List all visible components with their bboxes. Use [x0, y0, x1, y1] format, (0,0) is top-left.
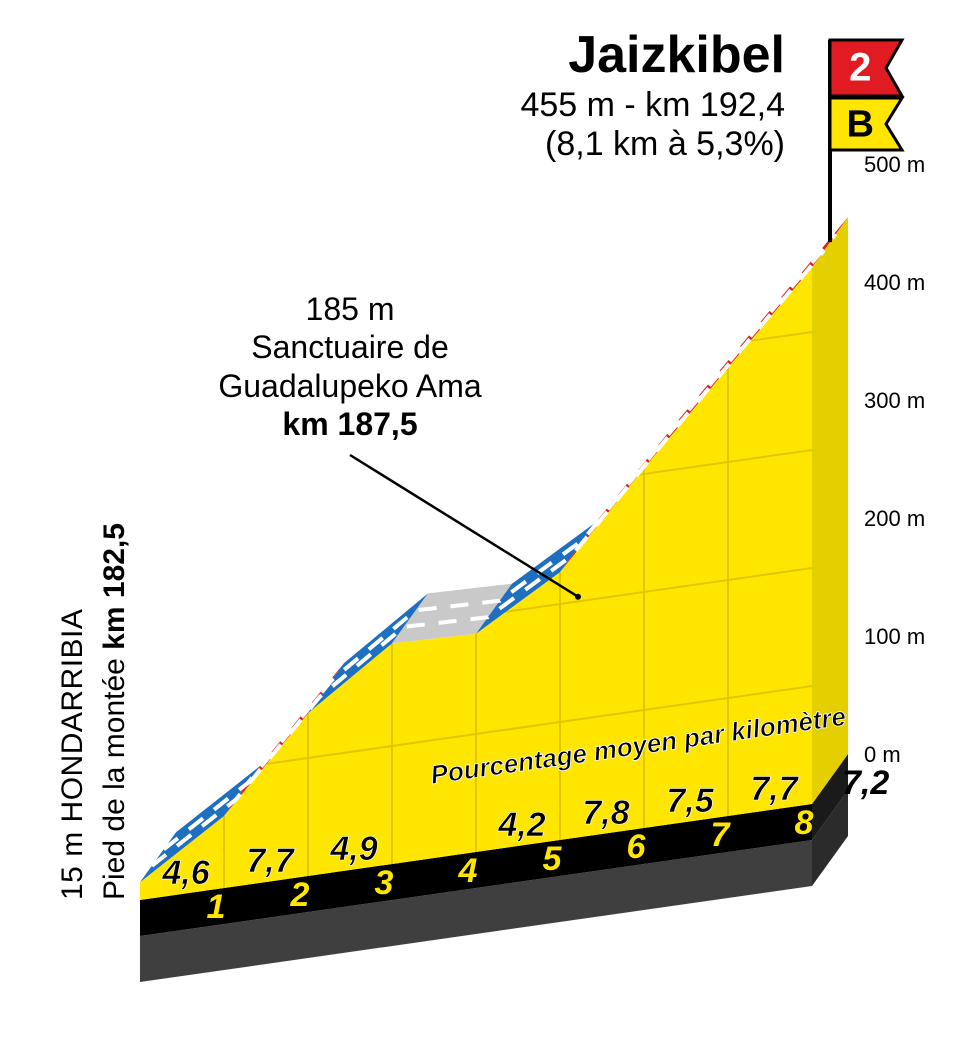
- km-marker: 2: [290, 876, 310, 914]
- foot-of-climb-label: Pied de la montée km 182,5: [98, 523, 132, 900]
- waypoint-name2: Guadalupeko Ama: [170, 367, 530, 405]
- km-marker: 8: [795, 804, 814, 842]
- waypoint-dot: [575, 594, 581, 600]
- pct-label: 7,7: [246, 842, 295, 880]
- km-marker: 4: [458, 852, 478, 890]
- waypoint-block: 185 m Sanctuaire de Guadalupeko Ama km 1…: [170, 290, 530, 444]
- km-marker: 1: [207, 888, 226, 926]
- bonus-label: B: [847, 103, 874, 145]
- category-label: 2: [849, 45, 871, 89]
- y-axis-label: 500 m: [864, 152, 925, 177]
- y-axis-label: 400 m: [864, 270, 925, 295]
- y-axis-label: 300 m: [864, 388, 925, 413]
- start-elevation-place-label: 15 m HONDARRIBIA: [56, 609, 90, 900]
- waypoint-name1: Sanctuaire de: [170, 328, 530, 366]
- waypoint-leader: [350, 455, 578, 597]
- waypoint-elev: 185 m: [170, 290, 530, 328]
- y-axis-label: 100 m: [864, 624, 925, 649]
- km-marker: 5: [543, 840, 563, 878]
- waypoint-km: km 187,5: [170, 405, 530, 443]
- foot-km-text: km 182,5: [98, 523, 131, 650]
- km-marker: 7: [711, 816, 732, 854]
- summit-line2: 455 m - km 192,4: [520, 86, 785, 125]
- summit-name: Jaizkibel: [520, 26, 785, 86]
- pct-label: 7,7: [750, 770, 799, 808]
- km-marker: 3: [375, 864, 394, 902]
- summit-line3: (8,1 km à 5,3%): [520, 125, 785, 164]
- pct-label: 4,6: [161, 854, 210, 892]
- pct-label: 4,9: [329, 830, 377, 868]
- foot-of-climb-text: Pied de la montée: [98, 658, 131, 900]
- summit-block: Jaizkibel 455 m - km 192,4 (8,1 km à 5,3…: [520, 26, 785, 164]
- pct-label: 7,8: [582, 794, 629, 832]
- pct-label: 4,2: [497, 806, 545, 844]
- pct-label-tail: 7,2: [842, 764, 889, 802]
- y-axis-label: 0 m: [864, 742, 901, 767]
- pct-label: 7,5: [666, 782, 714, 820]
- start-elevation-text: 15 m HONDARRIBIA: [56, 609, 89, 900]
- y-axis-label: 200 m: [864, 506, 925, 531]
- km-marker: 6: [627, 828, 647, 866]
